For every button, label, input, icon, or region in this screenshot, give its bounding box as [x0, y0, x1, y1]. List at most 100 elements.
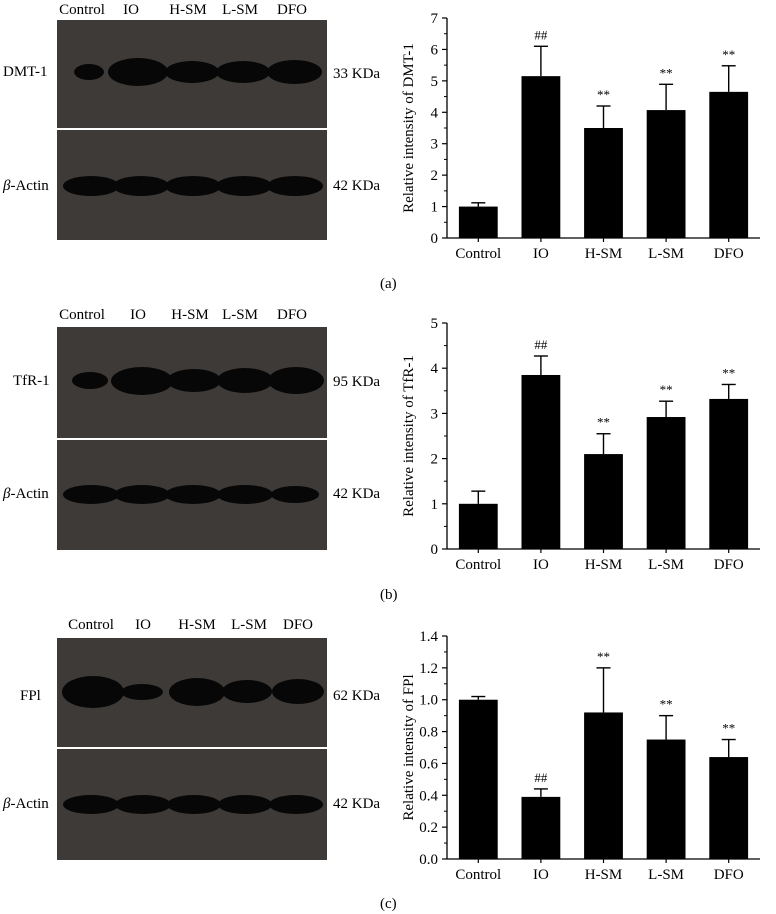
- y-tick-label: 3: [431, 137, 439, 153]
- y-tick-label: 6: [431, 42, 439, 58]
- lane-label-dfo: DFO: [282, 617, 314, 633]
- y-tick-label: 5: [431, 74, 439, 90]
- lane-label-l-sm: L-SM: [231, 617, 267, 633]
- x-tick-label: DFO: [714, 867, 744, 883]
- lane-label-control: Control: [59, 2, 105, 18]
- lane-label-dfo: DFO: [276, 307, 308, 323]
- bar: [584, 128, 623, 238]
- y-tick-label: 0.6: [419, 756, 438, 772]
- bar: [709, 398, 749, 549]
- target-protein-label: DMT-1: [3, 64, 48, 80]
- x-tick-label: DFO: [714, 246, 744, 262]
- lane-label-h-sm: H-SM: [169, 2, 207, 18]
- y-axis-label: Relative intensity of TfR-1: [401, 355, 417, 517]
- x-tick-label: DFO: [714, 557, 744, 573]
- actin-suffix: -Actin: [10, 486, 49, 502]
- significance-annotation: **: [722, 365, 735, 380]
- band: [167, 369, 221, 392]
- lane-label-io: IO: [135, 617, 151, 633]
- bar: [646, 110, 686, 238]
- band: [271, 486, 319, 503]
- y-tick-label: 1.2: [419, 661, 438, 677]
- band: [169, 678, 225, 706]
- bar: [458, 206, 498, 238]
- band: [74, 64, 104, 80]
- western-blot-actin: [57, 130, 327, 240]
- western-blot-actin: [57, 749, 327, 860]
- actin-greek-prefix: β: [3, 178, 11, 194]
- figure-panel-b: Control IO H-SM L-SM DFO TfR-1 β-Actin 9…: [0, 300, 776, 610]
- band: [217, 368, 273, 393]
- y-tick-label: 5: [431, 316, 439, 332]
- x-tick-label: H-SM: [585, 867, 623, 883]
- actin-suffix: -Actin: [10, 796, 49, 812]
- y-tick-label: 2: [431, 168, 439, 184]
- y-tick-label: 1: [431, 497, 439, 513]
- target-protein-label: TfR-1: [13, 373, 50, 389]
- bar: [709, 757, 749, 859]
- band: [222, 680, 272, 703]
- x-tick-label: Control: [455, 557, 501, 573]
- actin-kda-label: 42 KDa: [333, 796, 381, 812]
- blot-separator: [57, 128, 327, 130]
- actin-suffix: -Actin: [10, 178, 49, 194]
- bar-chart-fpl: 0.0 0.2 0.4 0.6 0.8 1.0 1.2 1.4 Relative intensi…: [401, 629, 760, 883]
- figure-panel-a: Control IO H-SM L-SM DFO DMT-1 β-Actin 3…: [0, 0, 776, 300]
- actin-label: β-Actin: [3, 177, 49, 195]
- band: [114, 485, 170, 504]
- x-tick-label: Control: [455, 246, 501, 262]
- bar: [521, 796, 561, 859]
- significance-annotation: **: [597, 87, 610, 102]
- y-tick-label: 7: [431, 11, 439, 27]
- significance-annotation: **: [660, 697, 673, 712]
- actin-greek-prefix: β: [3, 796, 11, 812]
- band: [165, 485, 221, 504]
- band: [267, 60, 322, 84]
- actin-label: β-Actin: [3, 485, 49, 503]
- band: [165, 176, 221, 196]
- y-axis-label: Relative intensity of DMT-1: [401, 43, 417, 213]
- x-tick-label: L-SM: [648, 246, 684, 262]
- significance-annotation: **: [597, 415, 610, 430]
- y-tick-label: 2: [431, 452, 439, 468]
- band: [165, 61, 219, 83]
- band: [121, 684, 163, 700]
- y-tick-label: 1.0: [419, 693, 438, 709]
- band: [113, 176, 169, 196]
- band: [216, 176, 272, 196]
- x-tick-label: H-SM: [585, 557, 623, 573]
- y-tick-label: 0.2: [419, 820, 438, 836]
- blot-separator: [57, 747, 327, 749]
- bar: [584, 712, 623, 859]
- lane-label-l-sm: L-SM: [222, 307, 258, 323]
- y-tick-label: 0: [431, 542, 439, 558]
- western-blot-target: [57, 638, 327, 747]
- band: [111, 367, 173, 395]
- band: [115, 795, 171, 814]
- y-tick-label: 3: [431, 406, 439, 422]
- bar: [521, 76, 561, 239]
- x-tick-label: IO: [533, 557, 549, 573]
- band: [72, 372, 108, 389]
- blot-separator: [57, 438, 327, 440]
- panel-label: (a): [380, 276, 397, 292]
- significance-annotation: ##: [534, 770, 548, 785]
- band: [63, 485, 119, 504]
- western-blot-target: [57, 20, 327, 128]
- y-tick-label: 1.4: [419, 629, 438, 645]
- band: [272, 679, 324, 704]
- y-tick-label: 1: [431, 200, 439, 216]
- band: [216, 61, 270, 83]
- western-blot-actin: [57, 440, 327, 550]
- bar: [458, 503, 498, 549]
- y-tick-label: 4: [431, 361, 439, 377]
- lane-label-l-sm: L-SM: [222, 2, 258, 18]
- band: [63, 795, 119, 814]
- panel-label: (b): [380, 587, 398, 603]
- target-kda-label: 33 KDa: [333, 66, 381, 82]
- western-blot-target: [57, 327, 327, 438]
- x-tick-label: IO: [533, 867, 549, 883]
- lane-label-dfo: DFO: [276, 2, 308, 18]
- bar-chart-tfr-1: 0 1 2 3 4 5 Relative intensity of TfR-1 Control…: [401, 316, 760, 573]
- band: [108, 58, 168, 86]
